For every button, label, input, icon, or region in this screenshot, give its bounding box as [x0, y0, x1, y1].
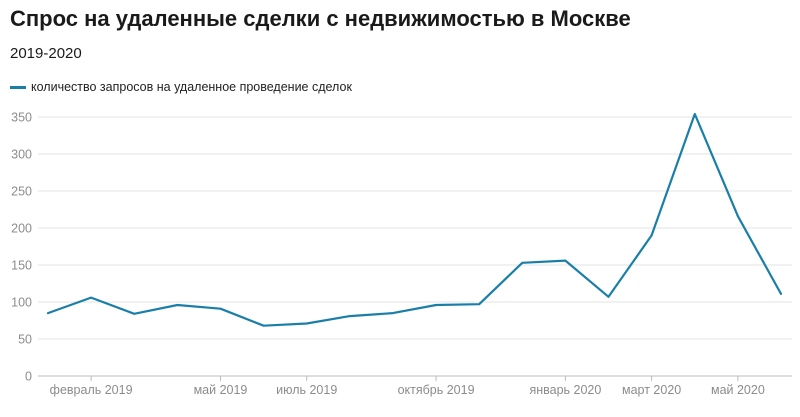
y-tick-label: 300 — [11, 148, 32, 162]
chart-subtitle: 2019-2020 — [10, 45, 82, 62]
y-tick-label: 50 — [18, 333, 32, 347]
x-tick-label: февраль 2019 — [50, 383, 133, 397]
y-tick-label: 200 — [11, 222, 32, 236]
x-axis: февраль 2019 май 2019 июль 2019 октябрь 201… — [50, 376, 765, 397]
y-tick-label: 100 — [11, 296, 32, 310]
chart-title: Спрос на удаленные сделки с недвижимость… — [10, 6, 631, 31]
x-tick-label: май 2020 — [711, 383, 765, 397]
y-tick-label: 350 — [11, 111, 32, 125]
legend-label: количество запросов на удаленное проведе… — [31, 80, 352, 94]
y-tick-label: 0 — [25, 370, 32, 384]
x-tick-label: январь 2020 — [529, 383, 601, 397]
y-tick-label: 250 — [11, 185, 32, 199]
x-tick-label: октябрь 2019 — [398, 383, 475, 397]
y-tick-label: 150 — [11, 259, 32, 273]
x-tick-label: май 2019 — [194, 383, 248, 397]
legend: количество запросов на удаленное проведе… — [10, 80, 352, 94]
x-tick-label: март 2020 — [622, 383, 681, 397]
series-line — [46, 112, 783, 327]
series-group — [46, 112, 783, 327]
legend-swatch — [10, 85, 26, 89]
x-tick-label: июль 2019 — [276, 383, 337, 397]
y-axis: 0 50 100 150 200 250 300 350 — [11, 111, 32, 384]
